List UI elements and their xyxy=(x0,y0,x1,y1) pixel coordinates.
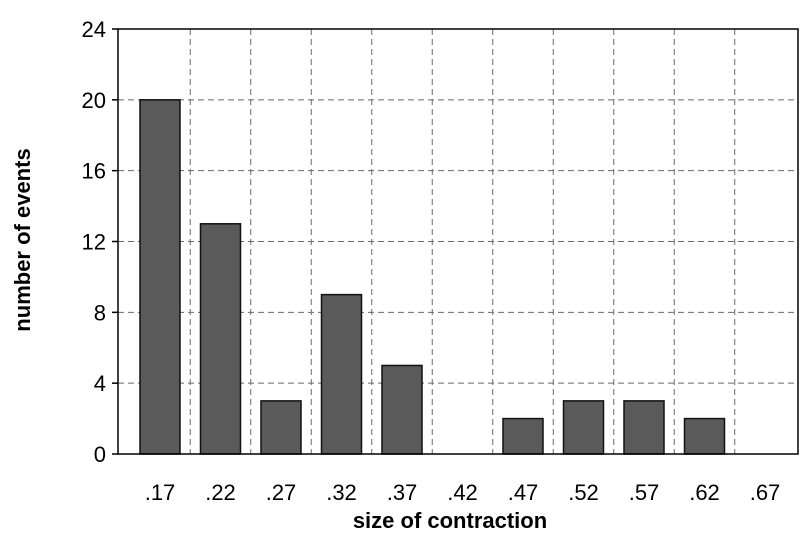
x-tick-label: .67 xyxy=(750,480,781,505)
x-tick-label: .42 xyxy=(447,480,478,505)
bar-47 xyxy=(502,417,544,455)
axis-ticks: 0 4 8 12 16 20 24 .17 .22 .27 .32 .37 .42 .47 .52 .57 .6… xyxy=(82,17,781,505)
bar-22 xyxy=(199,223,242,455)
bar-57 xyxy=(623,400,665,455)
bar-17 xyxy=(139,99,181,455)
y-tick-label: 12 xyxy=(82,230,106,255)
y-tick-label: 0 xyxy=(94,442,106,467)
bar-27 xyxy=(260,400,302,455)
bar-37 xyxy=(381,364,423,455)
x-tick-label: .17 xyxy=(145,480,176,505)
y-tick-label: 16 xyxy=(82,159,106,184)
x-tick-label: .27 xyxy=(266,480,297,505)
x-tick-label: .52 xyxy=(568,480,599,505)
x-axis-title: size of contraction xyxy=(353,508,547,533)
y-tick-label: 20 xyxy=(82,88,106,113)
x-tick-label: .47 xyxy=(508,480,539,505)
bar-32 xyxy=(320,293,363,455)
gridlines xyxy=(118,29,798,454)
y-tick-label: 8 xyxy=(94,300,106,325)
x-tick-label: .62 xyxy=(689,480,720,505)
x-tick-label: .22 xyxy=(205,480,236,505)
bar-52 xyxy=(562,400,605,455)
x-tick-label: .32 xyxy=(326,480,357,505)
bars xyxy=(139,99,726,455)
x-tick-label: .57 xyxy=(629,480,660,505)
x-tick-label: .37 xyxy=(387,480,418,505)
y-tick-label: 4 xyxy=(94,371,106,396)
bar-62 xyxy=(683,417,726,455)
y-axis-title: number of events xyxy=(10,148,35,331)
y-tick-label: 24 xyxy=(82,17,106,42)
